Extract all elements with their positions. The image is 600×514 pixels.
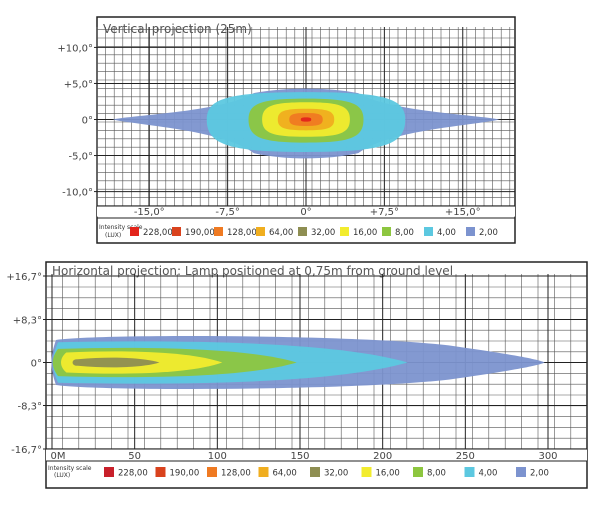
legend-label: 228,00: [118, 469, 148, 479]
y-tick-label: -5,0°: [68, 152, 93, 163]
legend-label: 32,00: [324, 469, 348, 479]
contour-32-00: [72, 357, 160, 368]
y-tick-labels: +16,7° +8,3° 0° -8,3° -16,7°: [6, 272, 46, 456]
y-tick-label: -16,7°: [11, 445, 42, 456]
chart-title: Vertical projection (25m): [103, 22, 252, 36]
legend: Intensity scale(LUX) 228,00 190,00 128,00 64…: [97, 217, 515, 239]
legend-label: 4,00: [437, 228, 456, 238]
legend-swatch: [466, 227, 475, 236]
x-tick-label: +15,0°: [445, 207, 481, 218]
x-tick-label: -15,0°: [134, 207, 165, 218]
legend-swatch: [340, 227, 349, 236]
legend-swatch: [172, 227, 181, 236]
horizontal-projection-chart: Horizontal projection: Lamp positioned a…: [6, 261, 588, 489]
y-tick-label: -10,0°: [62, 188, 93, 199]
legend-swatch: [310, 467, 320, 477]
legend-title: Intensity scale: [99, 224, 143, 231]
legend-title-unit: (LUX): [105, 232, 121, 239]
x-tick-labels: 0M 50 100 150 200 250 300: [46, 449, 587, 462]
x-tick-label: 150: [290, 451, 309, 462]
x-tick-labels: -15,0° -7,5° 0° +7,5° +15,0°: [97, 206, 515, 218]
y-tick-label: +5,0°: [64, 79, 93, 90]
legend-label: 8,00: [427, 469, 446, 479]
legend-label: 128,00: [221, 469, 251, 479]
legend-label: 64,00: [269, 228, 293, 238]
vertical-projection-chart: Vertical projection (25m) +10,0°+5,0°0°-…: [57, 16, 516, 244]
legend-label: 190,00: [185, 228, 215, 238]
legend-swatch: [130, 227, 139, 236]
legend-swatch: [155, 467, 166, 477]
legend: Intensity scale(LUX) 228,00 190,00 128,00 64…: [46, 460, 587, 479]
legend-label: 2,00: [530, 469, 549, 479]
legend-label: 228,00: [143, 228, 173, 238]
x-tick-label: 0°: [300, 207, 311, 218]
legend-swatch: [464, 467, 475, 477]
x-tick-label: 250: [456, 451, 475, 462]
x-tick-band: [97, 206, 515, 217]
legend-label: 190,00: [170, 469, 200, 479]
contour-228-00: [300, 117, 312, 122]
contour-layer: [51, 336, 545, 389]
x-tick-band: [46, 449, 587, 461]
legend-swatch: [256, 227, 265, 236]
y-tick-label: +8,3°: [13, 316, 42, 327]
legend-label: 16,00: [353, 228, 377, 238]
legend-label: 32,00: [311, 228, 335, 238]
legend-label: 2,00: [479, 228, 498, 238]
contour-layer: [112, 88, 500, 159]
legend-title-unit: (LUX): [54, 472, 70, 479]
y-tick-label: 0°: [31, 359, 42, 370]
legend-swatch: [298, 227, 307, 236]
y-tick-labels: +10,0° +5,0° 0° -5,0° -10,0°: [57, 43, 97, 199]
legend-label: 64,00: [273, 469, 297, 479]
y-tick-label: 0°: [82, 116, 93, 127]
y-tick-label: +10,0°: [57, 43, 93, 54]
legend-swatch: [214, 227, 223, 236]
y-tick-label: +16,7°: [6, 272, 42, 283]
x-tick-label: 200: [373, 451, 392, 462]
legend-title: Intensity scale: [48, 465, 92, 472]
legend-swatch: [361, 467, 372, 477]
legend-label: 8,00: [395, 228, 414, 238]
chart-title: Horizontal projection: Lamp positioned a…: [52, 264, 453, 278]
legend-swatch: [424, 227, 433, 236]
legend-swatch: [516, 467, 526, 477]
x-tick-label: -7,5°: [215, 207, 240, 218]
legend-swatch: [382, 227, 391, 236]
x-tick-label: 100: [208, 451, 227, 462]
legend-swatch: [413, 467, 423, 477]
x-tick-label: +7,5°: [370, 207, 399, 218]
legend-label: 128,00: [227, 228, 257, 238]
legend-swatch: [207, 467, 217, 477]
legend-swatch: [104, 467, 114, 477]
x-tick-label: 50: [128, 451, 141, 462]
legend-label: 16,00: [376, 469, 400, 479]
y-tick-label: -8,3°: [17, 401, 42, 412]
legend-label: 4,00: [479, 469, 498, 479]
x-tick-label: 0M: [51, 451, 66, 462]
x-tick-label: 300: [538, 451, 557, 462]
legend-swatch: [258, 467, 269, 477]
